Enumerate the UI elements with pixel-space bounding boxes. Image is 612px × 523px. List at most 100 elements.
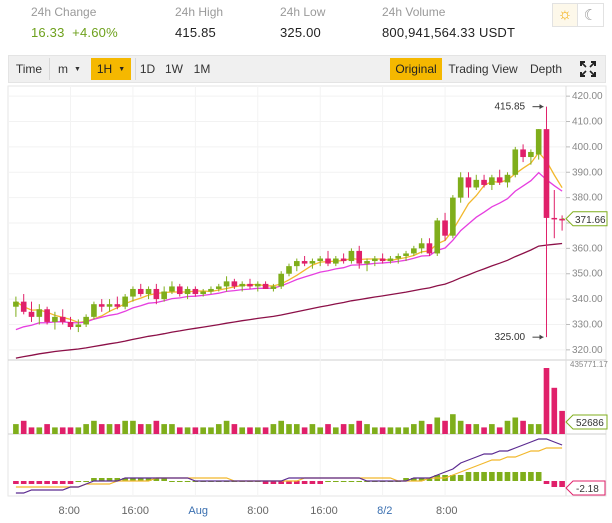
oscillator-bar xyxy=(489,472,495,481)
candle-body xyxy=(208,288,214,292)
original-view-tab[interactable]: Original xyxy=(390,58,442,80)
oscillator-bar xyxy=(286,481,292,484)
volume-bar xyxy=(481,427,487,434)
oscillator-bar xyxy=(169,481,175,482)
week-interval-button[interactable]: 1W xyxy=(165,62,183,76)
low-marker-label: 325.00 xyxy=(494,332,525,343)
volume-bar xyxy=(465,424,472,434)
candle-body xyxy=(317,258,324,262)
volume-bar xyxy=(286,424,292,434)
oscillator-bar xyxy=(528,472,534,481)
candle-body xyxy=(52,316,58,322)
volume-bar xyxy=(473,424,480,434)
candle-body xyxy=(411,248,417,254)
stat-24h-low: 24h Low 325.00 xyxy=(280,5,325,41)
last-price-label: 371.66 xyxy=(575,215,606,226)
chart-toolbar: Time m ▼ 1H ▼ 1D 1W 1M Original Trading Vi… xyxy=(8,55,606,83)
candle-body xyxy=(20,301,27,312)
volume-bar xyxy=(20,420,27,434)
change-amount: 16.33 xyxy=(31,25,65,40)
candle-body xyxy=(356,250,363,264)
caret-down-icon: ▼ xyxy=(118,65,126,73)
high-marker-arrow xyxy=(539,104,544,110)
oscillator-bar xyxy=(184,481,191,482)
month-interval-button[interactable]: 1M xyxy=(193,62,211,76)
oscillator-bar xyxy=(91,478,97,481)
volume-bar xyxy=(223,420,230,434)
candle-body xyxy=(481,179,487,185)
candle-body xyxy=(130,288,136,297)
minute-interval-dropdown[interactable]: m ▼ xyxy=(49,58,89,80)
candle-body xyxy=(98,304,105,307)
fullscreen-icon[interactable] xyxy=(575,58,601,80)
oscillator-bar xyxy=(512,472,519,481)
candle-body xyxy=(457,177,464,198)
volume-bar xyxy=(356,420,363,434)
volume-bar xyxy=(293,424,300,434)
candle-body xyxy=(13,301,19,307)
stats-header: 24h Change 16.33 +4.60% 24h High 415.85 … xyxy=(0,0,612,52)
depth-tab[interactable]: Depth xyxy=(529,62,563,76)
volume-bar xyxy=(184,427,191,434)
volume-bar xyxy=(543,368,550,434)
oscillator-bar xyxy=(114,478,121,481)
high-marker-label: 415.85 xyxy=(494,102,525,113)
oscillator-bar xyxy=(426,478,433,481)
candle-body xyxy=(450,197,456,236)
candle-body xyxy=(442,220,448,236)
sun-icon[interactable]: ☼ xyxy=(552,3,578,27)
oscillator-last-label: -2.18 xyxy=(576,484,599,495)
volume-bar xyxy=(28,427,35,434)
volume-bar xyxy=(348,424,355,434)
caret-down-icon: ▼ xyxy=(74,65,81,73)
volume-bar xyxy=(450,414,456,434)
oscillator-bar xyxy=(543,481,550,484)
volume-bar xyxy=(395,427,402,434)
hour-interval-dropdown[interactable]: 1H ▼ xyxy=(91,58,131,80)
oscillator-bar xyxy=(153,478,160,481)
oscillator-bar xyxy=(36,481,43,484)
volume-bar xyxy=(489,424,495,434)
candle-body xyxy=(379,258,386,262)
volume-bar xyxy=(215,424,222,434)
day-interval-button[interactable]: 1D xyxy=(135,58,159,80)
candle-body xyxy=(434,220,441,254)
tradingview-tab[interactable]: Trading View xyxy=(448,62,518,76)
oscillator-bar xyxy=(356,481,363,482)
volume-bar xyxy=(145,424,152,434)
volume-bar xyxy=(418,420,425,434)
candle-body xyxy=(36,309,43,317)
candle-body xyxy=(145,288,152,295)
oscillator-bar xyxy=(75,481,82,482)
volume-bar xyxy=(13,424,19,434)
last-price-tag xyxy=(565,211,608,227)
volume-last-label: 52686 xyxy=(576,418,604,429)
candle-body xyxy=(278,273,285,287)
candle-body xyxy=(176,286,183,295)
oscillator-bar xyxy=(161,478,167,481)
oscillator-bar xyxy=(340,481,347,482)
price-chart[interactable]: 420.00410.00400.00390.00380.00370.00360.… xyxy=(0,84,612,523)
candle-body xyxy=(325,258,331,264)
volume-bar xyxy=(262,427,269,434)
candle-body xyxy=(372,258,378,262)
oscillator-bar xyxy=(559,481,565,487)
stat-value: 16.33 +4.60% xyxy=(31,25,118,41)
candle-body xyxy=(465,177,472,188)
candle-body xyxy=(137,288,144,295)
volume-bar xyxy=(496,427,503,434)
fullscreen-glyph xyxy=(580,61,596,77)
candle-body xyxy=(223,281,230,287)
moon-icon[interactable]: ☾ xyxy=(578,3,604,27)
oscillator-bar xyxy=(67,481,74,484)
volume-bar xyxy=(91,420,97,434)
volume-bar xyxy=(114,424,121,434)
time-button[interactable]: Time xyxy=(15,62,43,76)
volume-bar xyxy=(364,424,370,434)
candle-body xyxy=(309,261,316,264)
oscillator-bar xyxy=(535,472,542,481)
stat-value: 325.00 xyxy=(280,25,321,40)
candle-body xyxy=(91,304,97,317)
oscillator-bar xyxy=(551,481,558,487)
oscillator-bar xyxy=(333,481,339,482)
